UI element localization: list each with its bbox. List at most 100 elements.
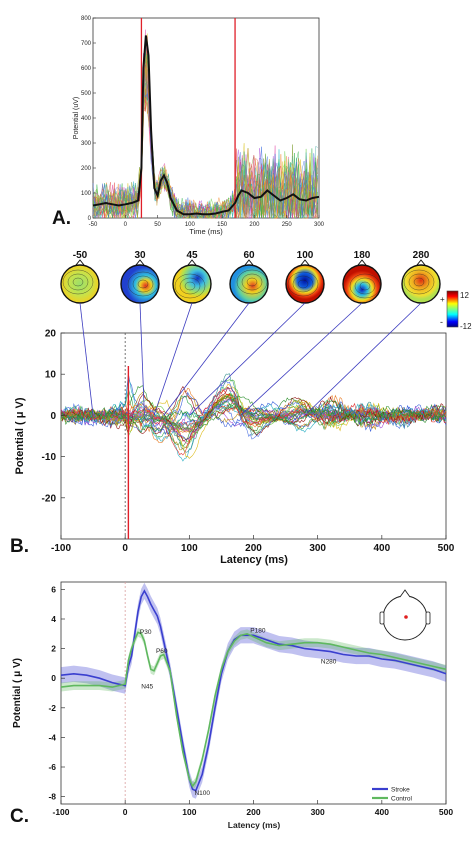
panel-a-ytick-label: 300: [81, 141, 92, 147]
panel-b-channel-trace: [60, 386, 447, 442]
topomap-connector-line: [163, 302, 250, 416]
topomap-latency-label: 280: [413, 250, 430, 261]
panel-b-topomap-labels: -50 30 45 60 100 180 280: [73, 250, 430, 261]
panel-c-ytick-label: -4: [48, 732, 56, 742]
panel-b-ytick-label: -20: [42, 493, 57, 504]
topomap-contour: [413, 277, 425, 287]
electrode-dot-icon: [404, 615, 408, 619]
panel-c-peak-labels: P30 P60 N45 P180 N280 N100: [140, 627, 337, 797]
topomap-nose: [300, 259, 310, 266]
panel-a-xtick-label: 100: [185, 222, 196, 228]
colorbar-min-label: -12: [460, 322, 472, 331]
panel-c-xtick-label: 400: [375, 807, 389, 817]
topomap-contour: [287, 271, 319, 297]
panel-c-xtick-label: 500: [439, 807, 453, 817]
panel-a-xlabel: Time (ms): [189, 227, 223, 236]
panel-b-channel-traces: [60, 373, 447, 462]
panel-b-ylabel: Potential ( μ V): [14, 397, 26, 474]
panel-a-xtick-label: 0: [124, 222, 128, 228]
topomap-contour: [354, 277, 376, 295]
topomap-head-icon: [285, 259, 325, 304]
panel-b-xtick-label: 0: [122, 543, 128, 554]
panel-b-ytick-label: -10: [42, 452, 57, 463]
topomap-disc: [172, 264, 212, 304]
panel-a-xtick-label: 50: [154, 222, 161, 228]
head-electrode-inset: [379, 589, 431, 641]
topomap-head-icon: [120, 259, 160, 304]
panel-b-xtick-label: 300: [309, 543, 326, 554]
panel-a-ytick-label: 600: [81, 66, 92, 72]
topomap-nose: [135, 259, 145, 266]
panel-c-letter: C.: [10, 806, 29, 827]
panel-c-xtick-label: 100: [182, 807, 196, 817]
topomap-connector-line: [139, 302, 145, 416]
panel-b-channel-trace: [60, 389, 447, 456]
panel-b-xtick-label: 400: [373, 543, 390, 554]
peak-label: N100: [194, 790, 210, 797]
panel-c-y-ticks: 6 4 2 0 -2 -4 -6 -8: [48, 584, 65, 802]
panel-a-x-ticks: -50 0 50 100 150 200 250 300: [89, 215, 325, 228]
panel-a-channel-trace: [92, 53, 318, 219]
topomap-head-icon: [229, 259, 269, 304]
panel-b-topomaps: [60, 259, 441, 304]
panel-a-xtick-label: 150: [217, 222, 228, 228]
panel-c-ytick-label: 2: [51, 644, 56, 654]
panel-c-xtick-label: 300: [311, 807, 325, 817]
panel-c-ytick-label: -6: [48, 762, 56, 772]
panel-a-ylabel: Potential (uV): [73, 97, 80, 139]
colorbar-plus: +: [440, 295, 445, 304]
panel-c-xlabel: Latency (ms): [228, 820, 281, 830]
topomap-nose: [75, 259, 85, 266]
topomap-nose: [187, 259, 197, 266]
topomap-head-icon: [60, 259, 100, 304]
panel-b-topomap-connectors: [79, 302, 422, 416]
panel-b-channel-trace: [60, 378, 447, 442]
topomap-latency-label: 180: [354, 250, 371, 261]
panel-a-ytick-label: 100: [81, 191, 92, 197]
topomap-contour: [137, 279, 149, 289]
panel-b-x-ticks: -100 0 100 200 300 400 500: [51, 535, 455, 554]
panel-b-ytick-label: 20: [45, 329, 57, 340]
topomap-latency-label: 45: [186, 250, 198, 261]
panel-b-xlabel: Latency (ms): [220, 554, 288, 566]
peak-label: P180: [250, 627, 266, 634]
panel-c-ytick-label: 0: [51, 673, 56, 683]
head-nose-icon: [399, 589, 411, 598]
panel-a-ytick-label: 800: [81, 16, 92, 22]
panel-a-ytick-label: 500: [81, 91, 92, 97]
head-left-ear-icon: [379, 611, 385, 625]
panel-b: -50 30 45 60 100 180 280 12 -12 + - 20100-10-2…: [10, 250, 472, 566]
colorbar-max-label: 12: [460, 291, 469, 300]
panel-c-ytick-label: 4: [51, 614, 56, 624]
panel-b-channel-trace: [60, 395, 447, 433]
topomap-connector-line: [79, 302, 94, 416]
topomap-disc: [285, 264, 325, 304]
panel-b-plot-frame: [60, 332, 447, 540]
topomap-contour: [72, 277, 84, 287]
panel-c-xtick-label: 0: [123, 807, 128, 817]
panel-a-ytick-label: 400: [81, 116, 92, 122]
peak-label: P30: [140, 629, 152, 636]
topomap-disc: [401, 264, 441, 304]
topomap-contour: [62, 269, 94, 295]
panel-a-ytick-label: 700: [81, 41, 92, 47]
panel-a-channel-traces: [92, 29, 318, 219]
panel-a-letter: A.: [52, 208, 71, 229]
panel-b-y-ticks: 20 10 0 -10 -20: [42, 329, 65, 504]
panel-c-xtick-label: -100: [52, 807, 69, 817]
topomap-contour: [349, 273, 381, 299]
topomap-contour: [174, 273, 206, 299]
panel-c-xtick-label: 200: [246, 807, 260, 817]
topomap-latency-label: 60: [243, 250, 255, 261]
panel-b-ytick-label: 0: [50, 411, 56, 422]
panel-c-series: [60, 582, 447, 799]
topomap-connector-line: [189, 302, 306, 416]
panel-b-ytick-label: 10: [45, 370, 57, 381]
panel-b-xtick-label: 100: [181, 543, 198, 554]
panel-b-letter: B.: [10, 536, 29, 557]
panel-b-xtick-label: 500: [438, 543, 455, 554]
topomap-contour: [359, 281, 371, 291]
peak-label: N280: [321, 658, 337, 665]
legend-label-stroke: Stroke: [391, 787, 410, 794]
